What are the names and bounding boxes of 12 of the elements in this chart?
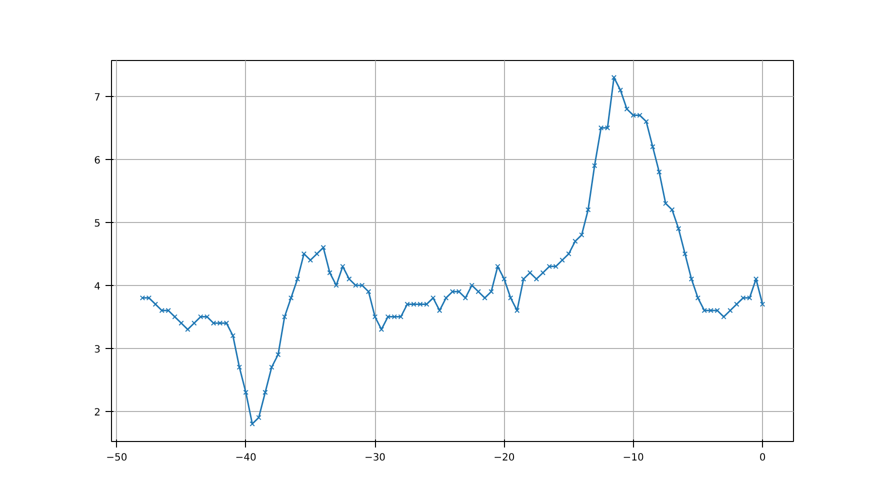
x-tick-label: 0 — [759, 452, 766, 464]
y-tick-label: 3 — [94, 344, 101, 356]
x-tick-label: −10 — [622, 452, 644, 464]
x-tick-label: −50 — [106, 452, 128, 464]
x-tick-label: −20 — [494, 452, 515, 464]
x-tick-label: −40 — [235, 452, 256, 464]
y-tick-label: 7 — [94, 92, 101, 104]
y-tick-label: 4 — [94, 281, 101, 292]
x-tick-label: −30 — [364, 452, 386, 464]
y-tick-label: 5 — [94, 218, 101, 230]
y-tick-label: 2 — [94, 407, 101, 418]
y-tick-label: 6 — [94, 155, 101, 166]
